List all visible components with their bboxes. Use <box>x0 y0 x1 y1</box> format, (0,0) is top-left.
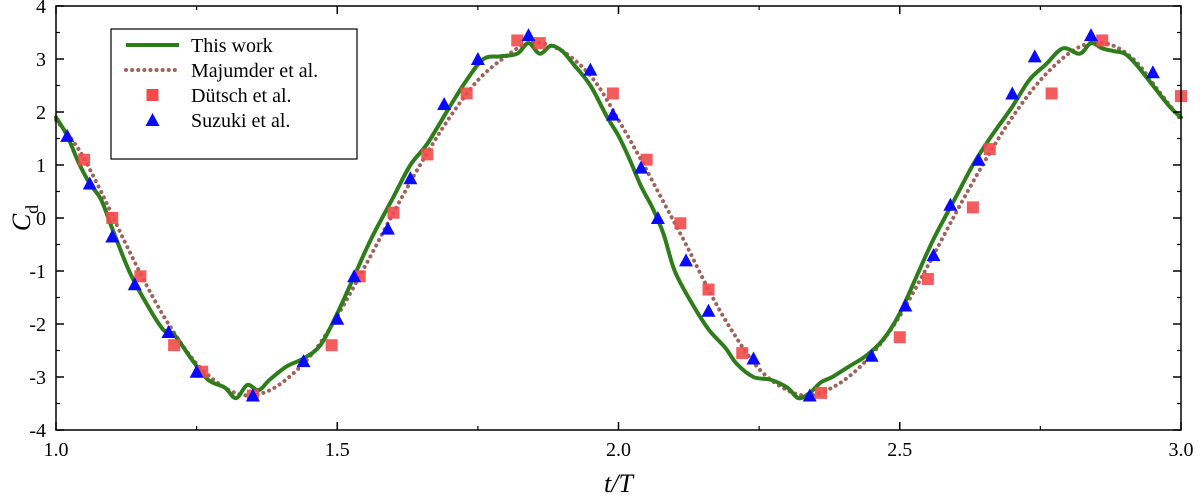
data-point-d-tsch-et-al <box>702 283 715 296</box>
data-point-suzuki-et-al <box>127 277 142 291</box>
data-point-suzuki-et-al <box>60 128 75 142</box>
data-point-suzuki-et-al <box>521 28 536 42</box>
data-point-d-tsch-et-al <box>533 37 546 50</box>
data-point-suzuki-et-al <box>1084 28 1098 42</box>
data-point-d-tsch-et-al <box>460 87 473 100</box>
data-point-suzuki-et-al <box>330 311 345 325</box>
y-tick-label: 4 <box>36 0 46 18</box>
data-point-d-tsch-et-al <box>640 153 653 166</box>
data-point-suzuki-et-al <box>605 107 620 121</box>
data-point-suzuki-et-al <box>347 269 362 283</box>
data-point-suzuki-et-al <box>679 253 693 267</box>
y-tick-label: 2 <box>36 102 46 124</box>
y-tick-label: -2 <box>29 314 46 336</box>
data-point-suzuki-et-al <box>296 354 311 368</box>
data-point-d-tsch-et-al <box>387 206 400 219</box>
data-point-suzuki-et-al <box>864 348 879 362</box>
data-point-suzuki-et-al <box>380 221 395 235</box>
data-point-d-tsch-et-al <box>511 34 524 47</box>
legend-label: Dütsch et al. <box>191 85 292 107</box>
data-point-d-tsch-et-al <box>78 153 91 166</box>
series-layer <box>54 28 1187 402</box>
data-point-suzuki-et-al <box>1145 65 1160 79</box>
data-point-suzuki-et-al <box>403 171 418 185</box>
data-point-suzuki-et-al <box>189 364 204 378</box>
y-tick-label: -3 <box>29 367 46 389</box>
data-point-d-tsch-et-al <box>134 270 147 283</box>
data-point-d-tsch-et-al <box>983 143 996 156</box>
legend: This work Majumder et al. Dütsch et al. Suz… <box>110 28 358 160</box>
ticks-layer: 1.0 1.5 2.0 2.5 3.0 -4 -3 -2 -1 0 1 2 3 4 <box>29 0 1193 461</box>
data-point-d-tsch-et-al <box>893 331 906 344</box>
data-point-suzuki-et-al <box>1005 86 1020 100</box>
data-point-suzuki-et-al <box>802 388 817 402</box>
x-tick-label: 3.0 <box>1169 439 1194 461</box>
data-point-suzuki-et-al <box>470 52 485 65</box>
legend-swatch-triangle <box>145 113 160 126</box>
x-tick-label: 2.0 <box>606 439 631 461</box>
data-point-suzuki-et-al <box>943 197 958 211</box>
series-line-this-work <box>54 41 1183 401</box>
data-point-suzuki-et-al <box>746 351 761 365</box>
y-tick-label: 0 <box>36 208 46 230</box>
data-point-d-tsch-et-al <box>736 347 749 360</box>
data-point-d-tsch-et-al <box>325 339 338 352</box>
data-point-suzuki-et-al <box>1027 49 1042 63</box>
data-point-d-tsch-et-al <box>1096 34 1109 47</box>
y-axis-title-subscript: d <box>22 205 42 214</box>
y-axis-title-main: C <box>7 213 36 231</box>
data-point-suzuki-et-al <box>898 298 913 312</box>
data-point-d-tsch-et-al <box>168 339 181 352</box>
legend-label: This work <box>191 35 273 57</box>
y-tick-label: -4 <box>29 420 46 442</box>
x-axis-title: t/T <box>604 469 634 498</box>
data-point-suzuki-et-al <box>245 388 260 402</box>
data-point-suzuki-et-al <box>634 160 648 174</box>
x-tick-label: 1.5 <box>325 439 350 461</box>
legend-label: Suzuki et al. <box>191 110 290 132</box>
data-point-d-tsch-et-al <box>966 201 979 214</box>
data-point-suzuki-et-al <box>926 248 941 262</box>
data-point-suzuki-et-al <box>161 324 176 338</box>
data-point-suzuki-et-al <box>583 62 598 76</box>
x-tick-label: 1.0 <box>44 439 69 461</box>
data-point-d-tsch-et-al <box>674 217 687 230</box>
data-point-d-tsch-et-al <box>606 87 619 100</box>
data-point-suzuki-et-al <box>82 176 97 190</box>
data-point-d-tsch-et-al <box>1045 87 1058 100</box>
data-point-suzuki-et-al <box>105 229 120 243</box>
legend-label: Majumder et al. <box>191 60 318 82</box>
data-point-d-tsch-et-al <box>921 272 934 285</box>
data-point-suzuki-et-al <box>971 152 986 166</box>
y-axis-title: Cd <box>7 205 42 231</box>
data-point-suzuki-et-al <box>701 303 716 317</box>
y-tick-label: -1 <box>29 261 46 283</box>
data-point-suzuki-et-al <box>650 211 665 224</box>
data-point-d-tsch-et-al <box>106 212 119 224</box>
data-point-d-tsch-et-al <box>815 386 827 399</box>
data-point-suzuki-et-al <box>437 97 452 111</box>
data-point-d-tsch-et-al <box>421 148 434 161</box>
y-tick-label: 1 <box>36 155 46 177</box>
x-tick-label: 2.5 <box>887 439 912 461</box>
y-tick-label: 3 <box>36 49 46 71</box>
legend-swatch-square <box>146 89 159 101</box>
